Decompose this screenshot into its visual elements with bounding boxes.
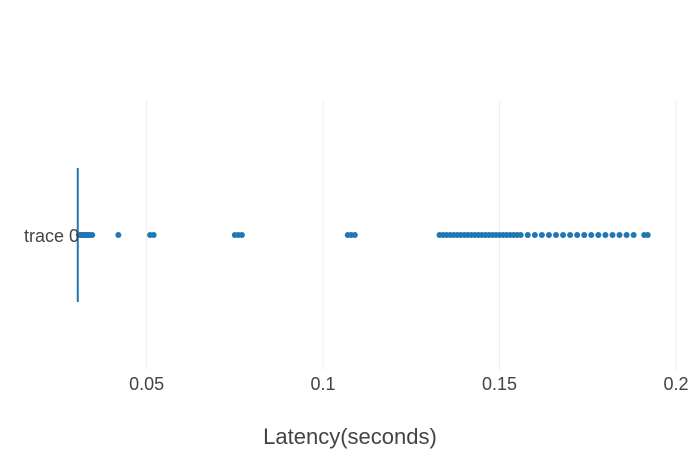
outlier-point[interactable]: [545, 232, 552, 238]
outlier-point[interactable]: [644, 232, 651, 238]
outlier-point[interactable]: [630, 232, 637, 238]
outlier-point[interactable]: [560, 232, 567, 238]
outlier-point[interactable]: [609, 232, 616, 238]
category-label: trace 0: [24, 226, 79, 246]
x-tick-label: 0.15: [482, 374, 517, 394]
trace-layer: [75, 168, 651, 302]
outlier-point[interactable]: [238, 232, 245, 238]
x-tick-label: 0.05: [129, 374, 164, 394]
outlier-point[interactable]: [574, 232, 581, 238]
outlier-point[interactable]: [115, 232, 122, 238]
outlier-point[interactable]: [524, 232, 531, 238]
x-tick-labels: 0.05 0.1 0.15 0.2: [129, 374, 688, 394]
outlier-point[interactable]: [517, 232, 524, 238]
outlier-point[interactable]: [588, 232, 595, 238]
outlier-point[interactable]: [581, 232, 588, 238]
x-tick-label: 0.2: [663, 374, 688, 394]
outlier-point[interactable]: [602, 232, 609, 238]
outlier-point[interactable]: [616, 232, 623, 238]
outlier-point[interactable]: [150, 232, 157, 238]
outlier-point[interactable]: [351, 232, 358, 238]
outlier-point[interactable]: [531, 232, 538, 238]
outlier-point[interactable]: [595, 232, 602, 238]
outlier-point[interactable]: [623, 232, 630, 238]
x-tick-label: 0.1: [311, 374, 336, 394]
x-axis-title: Latency(seconds): [263, 424, 437, 449]
outlier-point[interactable]: [553, 232, 559, 238]
outlier-point[interactable]: [567, 232, 574, 238]
outlier-point[interactable]: [89, 232, 96, 238]
outlier-point[interactable]: [538, 232, 545, 238]
